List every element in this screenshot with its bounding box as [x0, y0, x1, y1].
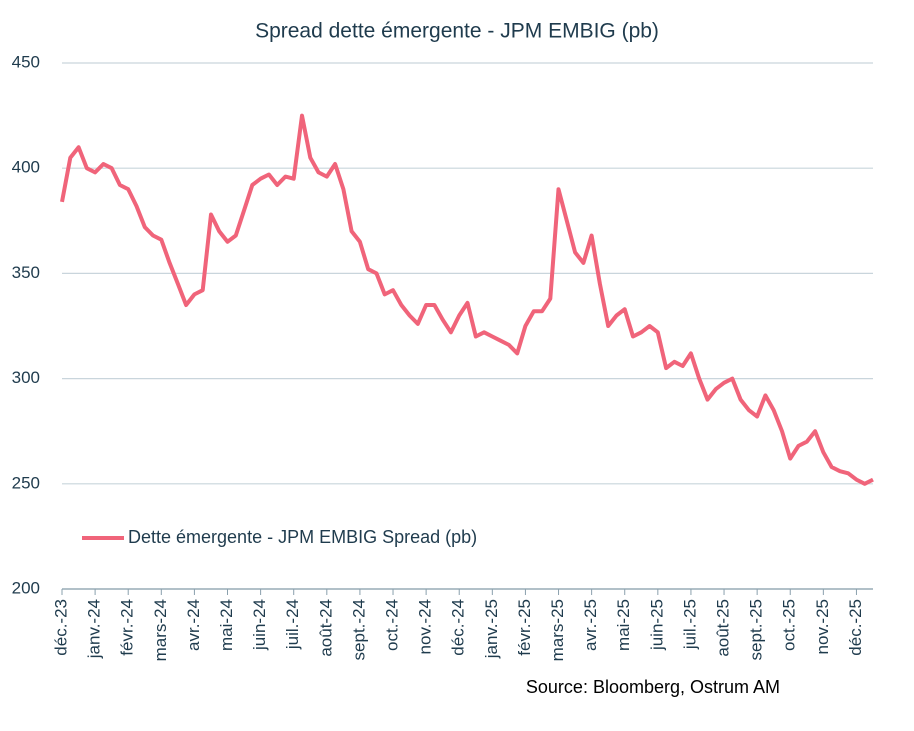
x-tick-label: févr.-24: [118, 599, 137, 656]
x-tick-label: déc.-25: [846, 599, 865, 656]
x-tick-label: août-25: [714, 599, 733, 657]
series-line: [60, 113, 874, 486]
x-tick-label: juin-24: [250, 599, 269, 651]
x-tick-label: juil.-24: [283, 599, 302, 650]
x-tick-label: août-24: [316, 599, 335, 657]
source-note: Source: Bloomberg, Ostrum AM: [526, 677, 780, 697]
x-tick-label: mars-24: [151, 599, 170, 661]
y-tick-label: 250: [12, 473, 40, 492]
x-tick-label: mars-25: [548, 599, 567, 661]
chart-title: Spread dette émergente - JPM EMBIG (pb): [255, 20, 659, 43]
x-tick-label: oct.-25: [780, 599, 799, 651]
x-tick-label: déc.-24: [449, 599, 468, 656]
x-tick-label: févr.-25: [515, 599, 534, 656]
y-tick-label: 350: [12, 263, 40, 282]
y-tick-label: 300: [12, 368, 40, 387]
x-tick-label: janv.-25: [482, 599, 501, 659]
x-tick-label: nov.-24: [416, 599, 435, 654]
x-tick-label: janv.-24: [85, 599, 104, 659]
x-tick-label: sept.-24: [349, 599, 368, 660]
x-tick-label: avr.-25: [581, 599, 600, 651]
x-tick-label: juin-25: [647, 599, 666, 651]
y-tick-label: 400: [12, 158, 40, 177]
legend-label: Dette émergente - JPM EMBIG Spread (pb): [128, 527, 477, 547]
x-tick-label: sept.-25: [747, 599, 766, 660]
x-tick-label: avr.-24: [184, 599, 203, 651]
x-tick-label: mai-25: [614, 599, 633, 651]
y-tick-label: 200: [12, 578, 40, 597]
y-tick-label: 450: [12, 52, 40, 71]
x-tick-label: nov.-25: [813, 599, 832, 654]
x-tick-label: déc.-23: [51, 599, 70, 656]
x-tick-label: oct.-24: [383, 599, 402, 651]
x-tick-label: mai-24: [217, 599, 236, 651]
x-tick-label: juil.-25: [680, 599, 699, 650]
